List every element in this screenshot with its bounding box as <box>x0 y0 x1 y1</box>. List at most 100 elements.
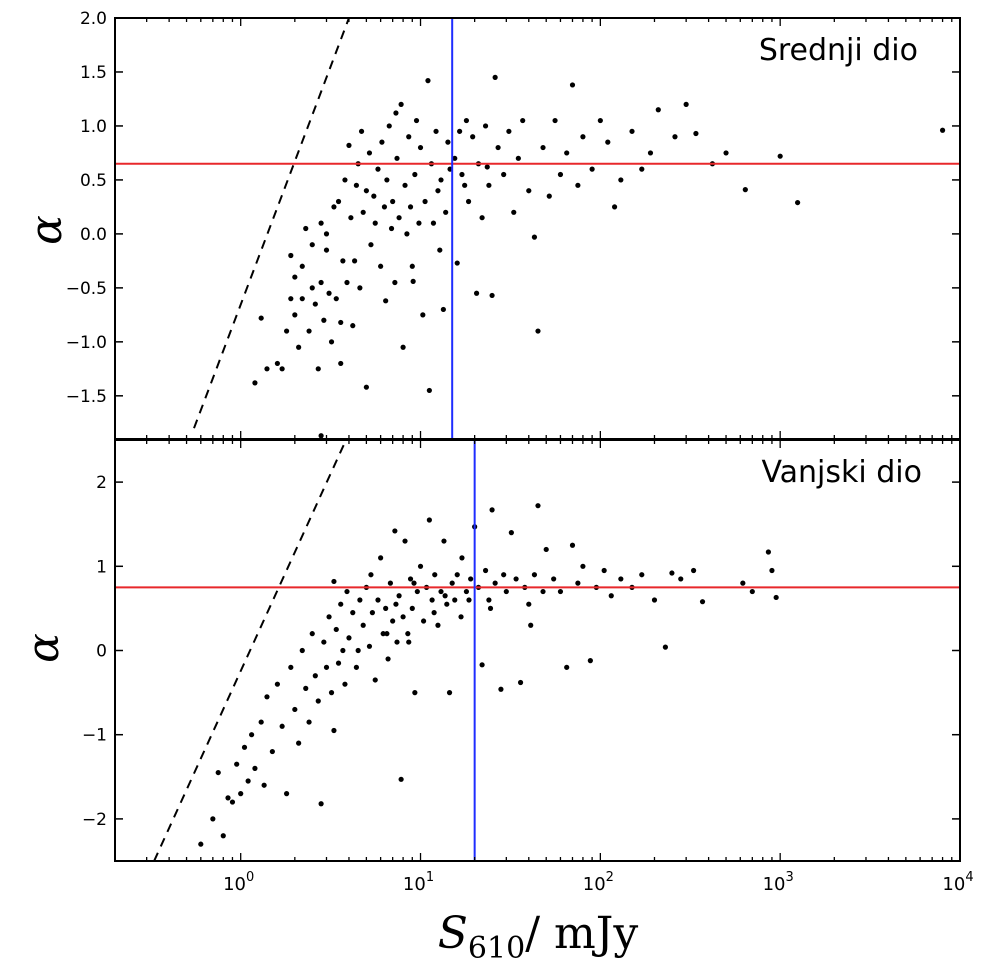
top-data-point <box>404 231 410 237</box>
top-data-point <box>306 328 312 334</box>
bottom-data-point <box>420 618 427 624</box>
top-data-point <box>482 123 489 129</box>
bottom-data-point <box>269 748 275 755</box>
top-data-point <box>358 128 365 134</box>
bottom-data-point <box>482 567 489 574</box>
top-y-tick-label: 2.0 <box>80 9 107 29</box>
top-panel-title: Srednji dio <box>759 33 918 68</box>
top-data-point <box>430 220 437 226</box>
top-data-point <box>342 177 348 183</box>
bottom-y-tick-label: 2 <box>96 473 107 493</box>
bottom-data-point <box>238 791 244 797</box>
bottom-data-point <box>400 614 406 620</box>
top-data-point <box>440 306 446 313</box>
top-data-point <box>470 134 476 140</box>
bottom-dashed-limit-line <box>153 440 347 861</box>
top-data-point <box>333 296 339 302</box>
bottom-data-point <box>458 614 464 620</box>
x-axis-label: S610/ mJy <box>438 908 639 959</box>
top-data-point <box>557 171 564 178</box>
top-data-point <box>292 312 298 318</box>
bottom-data-point <box>526 601 532 607</box>
bottom-data-point <box>557 588 564 595</box>
bottom-data-point <box>651 597 658 603</box>
top-data-point <box>417 144 424 151</box>
top-data-point <box>723 150 729 156</box>
top-data-point <box>655 107 661 113</box>
bottom-data-point <box>601 567 607 574</box>
bottom-data-point <box>279 723 285 729</box>
bottom-data-point <box>306 719 312 725</box>
top-data-point <box>353 182 360 188</box>
bottom-data-point <box>438 588 444 595</box>
bottom-data-point <box>699 599 706 605</box>
top-data-point <box>315 366 321 372</box>
bottom-data-point <box>321 639 327 645</box>
bottom-data-point <box>662 644 668 650</box>
top-data-point <box>569 82 576 88</box>
bottom-data-point <box>587 658 593 664</box>
top-data-point <box>452 155 458 161</box>
top-y-tick-label: 0.5 <box>80 171 107 191</box>
top-data-point <box>438 177 444 183</box>
bottom-data-point <box>543 546 549 553</box>
top-y-tick-label: 1.0 <box>80 117 107 137</box>
bottom-data-point <box>342 681 348 687</box>
top-data-point <box>426 387 432 394</box>
top-data-point <box>323 247 330 253</box>
top-y-tick-label: −1.0 <box>66 333 107 353</box>
bottom-data-point <box>274 681 280 687</box>
top-data-point <box>445 139 451 145</box>
top-data-point <box>279 366 285 372</box>
bottom-data-point <box>405 631 411 637</box>
bottom-data-point <box>378 555 384 561</box>
bottom-data-point <box>340 647 346 654</box>
x-tick-label: 100 <box>223 870 254 895</box>
top-data-point <box>433 128 439 134</box>
top-data-point <box>350 323 356 329</box>
panel-srednji-dio: −1.5−1.0−0.50.00.51.01.52.0 Srednji dio … <box>21 9 961 440</box>
top-data-point <box>618 177 624 183</box>
top-data-point <box>335 198 342 205</box>
bottom-data-point <box>407 576 414 582</box>
top-data-point <box>589 166 595 172</box>
top-data-point <box>413 117 420 124</box>
bottom-y-ticks: −2 −1 0 1 2 <box>82 473 960 830</box>
top-data-point <box>406 134 412 140</box>
bottom-data-point <box>366 643 373 649</box>
bottom-data-point <box>344 588 350 595</box>
top-data-point <box>410 278 416 284</box>
top-data-point <box>454 260 460 266</box>
bottom-data-point <box>454 572 460 578</box>
bottom-data-point <box>487 605 494 612</box>
bottom-data-point <box>508 530 514 536</box>
top-data-point <box>400 344 406 350</box>
top-data-point <box>309 242 315 248</box>
bottom-data-point <box>409 605 415 612</box>
bottom-data-point <box>309 631 315 637</box>
top-data-point <box>340 258 346 264</box>
top-data-point <box>564 150 570 156</box>
bottom-data-point <box>396 593 402 599</box>
bottom-data-point <box>618 576 624 582</box>
bottom-data-point <box>245 778 251 784</box>
top-data-point <box>511 209 517 215</box>
bottom-data-point <box>429 597 435 603</box>
bottom-data-point <box>398 776 404 782</box>
top-data-point <box>506 128 512 134</box>
top-data-point <box>672 134 678 140</box>
bottom-data-point <box>769 567 775 574</box>
bottom-data-point <box>328 690 335 696</box>
bottom-data-point <box>383 605 389 612</box>
top-data-point <box>402 182 408 188</box>
bottom-data-point <box>528 622 534 628</box>
bottom-data-point <box>678 576 684 582</box>
bottom-data-point <box>452 597 458 603</box>
bottom-data-point <box>740 580 746 586</box>
top-data-point <box>535 328 541 334</box>
top-data-point <box>299 296 305 302</box>
top-data-point <box>443 209 449 215</box>
top-data-point <box>407 204 414 210</box>
bottom-data-point <box>608 593 614 599</box>
